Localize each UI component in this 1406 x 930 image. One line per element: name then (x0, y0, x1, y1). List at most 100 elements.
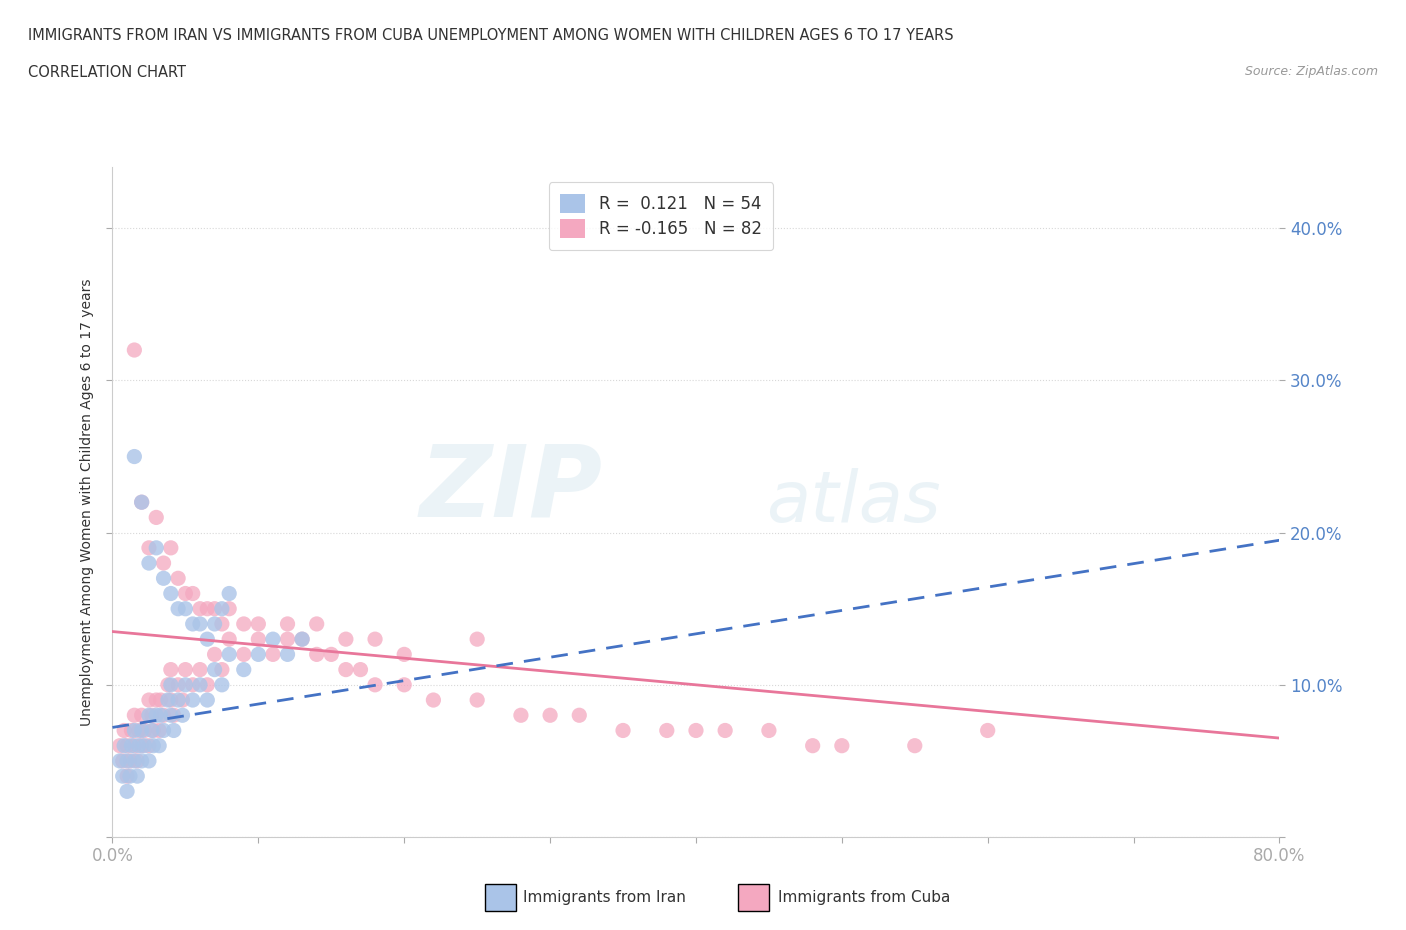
Point (108, 738, 131, 753)
Point (211, 662, 233, 677)
Point (141, 708, 163, 723)
Point (127, 753, 149, 768)
Point (112, 738, 135, 753)
Point (138, 540, 160, 555)
Point (138, 738, 160, 753)
Point (204, 662, 226, 677)
Point (163, 708, 186, 723)
Point (685, 723, 707, 737)
Point (174, 586, 197, 601)
Point (115, 769, 138, 784)
Text: Source: ZipAtlas.com: Source: ZipAtlas.com (1244, 65, 1378, 78)
Point (335, 631, 357, 646)
Point (131, 753, 153, 768)
Point (112, 723, 135, 737)
Point (247, 647, 270, 662)
Point (160, 708, 183, 723)
Point (392, 647, 416, 662)
Point (204, 602, 226, 617)
Point (247, 617, 270, 631)
Point (118, 753, 141, 768)
Point (128, 738, 150, 753)
Text: Immigrants from Cuba: Immigrants from Cuba (778, 890, 950, 905)
Point (167, 693, 190, 708)
Point (167, 571, 190, 586)
Point (145, 708, 167, 723)
Point (195, 677, 218, 692)
Point (115, 784, 138, 799)
Point (364, 631, 387, 646)
Point (131, 708, 153, 723)
Point (538, 708, 561, 723)
Point (167, 602, 190, 617)
Point (115, 753, 138, 768)
Point (195, 602, 218, 617)
Text: IMMIGRANTS FROM IRAN VS IMMIGRANTS FROM CUBA UNEMPLOYMENT AMONG WOMEN WITH CHILD: IMMIGRANTS FROM IRAN VS IMMIGRANTS FROM … (28, 28, 953, 43)
Point (714, 723, 737, 737)
Point (349, 662, 371, 677)
Point (195, 631, 218, 646)
Point (156, 693, 179, 708)
Point (138, 708, 160, 723)
Point (172, 708, 194, 723)
Point (138, 693, 160, 708)
Point (218, 602, 240, 617)
Point (422, 693, 444, 708)
Point (232, 647, 254, 662)
Text: ZIP: ZIP (419, 440, 603, 538)
Point (115, 738, 138, 753)
Point (172, 693, 194, 708)
Point (904, 738, 927, 753)
Point (152, 555, 174, 570)
Point (232, 662, 254, 677)
Point (138, 753, 160, 768)
Point (801, 738, 824, 753)
Point (305, 617, 328, 631)
Point (160, 693, 183, 708)
Point (276, 617, 298, 631)
Point (218, 647, 240, 662)
Point (120, 723, 142, 737)
Point (128, 723, 150, 737)
Point (174, 677, 197, 692)
Point (392, 677, 416, 692)
Point (142, 738, 165, 753)
Point (232, 617, 254, 631)
Point (134, 738, 156, 753)
Point (181, 677, 204, 692)
Point (160, 677, 183, 692)
Point (152, 571, 174, 586)
Point (291, 631, 314, 646)
Point (188, 617, 211, 631)
Point (145, 540, 167, 555)
Point (131, 495, 153, 510)
Point (124, 738, 146, 753)
Point (568, 708, 591, 723)
Point (195, 693, 218, 708)
Point (145, 510, 167, 525)
Point (138, 555, 160, 570)
Point (465, 693, 488, 708)
Point (247, 631, 270, 646)
Point (160, 586, 183, 601)
Point (335, 662, 357, 677)
Point (152, 723, 174, 737)
Point (124, 708, 146, 723)
Point (262, 631, 284, 646)
Point (509, 708, 531, 723)
Point (111, 769, 134, 784)
Text: CORRELATION CHART: CORRELATION CHART (28, 65, 186, 80)
Point (211, 617, 233, 631)
Point (465, 631, 488, 646)
Point (612, 723, 634, 737)
Point (149, 708, 172, 723)
Point (204, 617, 226, 631)
Point (160, 662, 183, 677)
Point (148, 738, 170, 753)
Point (160, 540, 183, 555)
Point (758, 723, 780, 737)
Point (218, 586, 240, 601)
Point (364, 677, 387, 692)
Point (142, 723, 165, 737)
Point (204, 647, 226, 662)
